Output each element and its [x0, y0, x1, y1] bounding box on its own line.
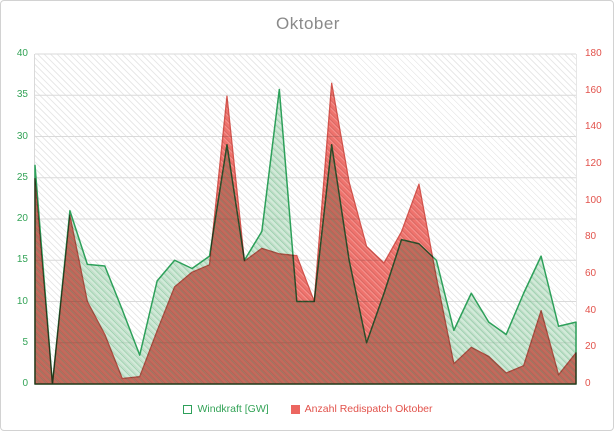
plot-area — [34, 53, 577, 385]
legend: Windkraft [GW] Anzahl Redispatch Oktober — [1, 400, 613, 418]
left-axis-tick-label: 30 — [16, 130, 28, 142]
right-axis-tick-label: 140 — [585, 121, 602, 133]
right-axis-tick-label: 180 — [585, 48, 602, 59]
left-axis-tick-label: 0 — [22, 378, 28, 389]
right-axis-tick-label: 40 — [585, 304, 597, 316]
right-axis-tick-label: 80 — [585, 231, 597, 243]
left-axis-tick-label: 15 — [16, 254, 28, 266]
right-axis-tick-label: 20 — [585, 341, 597, 353]
right-axis-tick-label: 60 — [585, 268, 597, 279]
legend-item-redispatch: Anzahl Redispatch Oktober — [290, 403, 433, 415]
left-axis-tick-label: 35 — [16, 89, 28, 101]
right-axis-tick-label: 160 — [585, 84, 602, 96]
legend-label: Windkraft [GW] — [197, 403, 269, 415]
left-axis-tick-label: 10 — [16, 295, 28, 307]
chart-title: Oktober — [276, 14, 340, 33]
right-axis-tick-label: 0 — [585, 378, 591, 389]
left-axis-tick-label: 20 — [16, 213, 28, 224]
left-axis-tick-label: 40 — [16, 48, 28, 59]
redispatch-area-series — [34, 82, 577, 385]
left-axis-tick-label: 5 — [22, 336, 28, 348]
windkraft-swatch-icon — [183, 404, 193, 414]
right-axis-tick-label: 120 — [585, 158, 602, 169]
right-axis-tick-label: 100 — [585, 194, 602, 206]
left-axis-tick-label: 25 — [16, 171, 28, 183]
legend-label: Anzahl Redispatch Oktober — [304, 403, 433, 415]
redispatch-swatch-icon — [290, 404, 300, 414]
legend-item-windkraft: Windkraft [GW] — [183, 403, 269, 415]
